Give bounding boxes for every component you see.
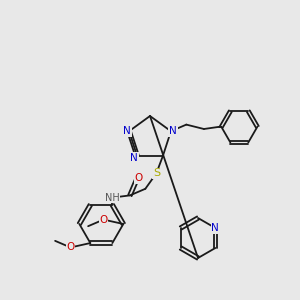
Text: N: N	[130, 153, 138, 163]
Text: N: N	[123, 126, 131, 136]
Text: N: N	[212, 223, 219, 233]
Text: NH: NH	[105, 193, 120, 202]
Text: O: O	[99, 214, 108, 225]
Text: S: S	[153, 168, 160, 178]
Text: O: O	[134, 173, 143, 183]
Text: N: N	[169, 126, 177, 136]
Text: O: O	[66, 242, 75, 253]
